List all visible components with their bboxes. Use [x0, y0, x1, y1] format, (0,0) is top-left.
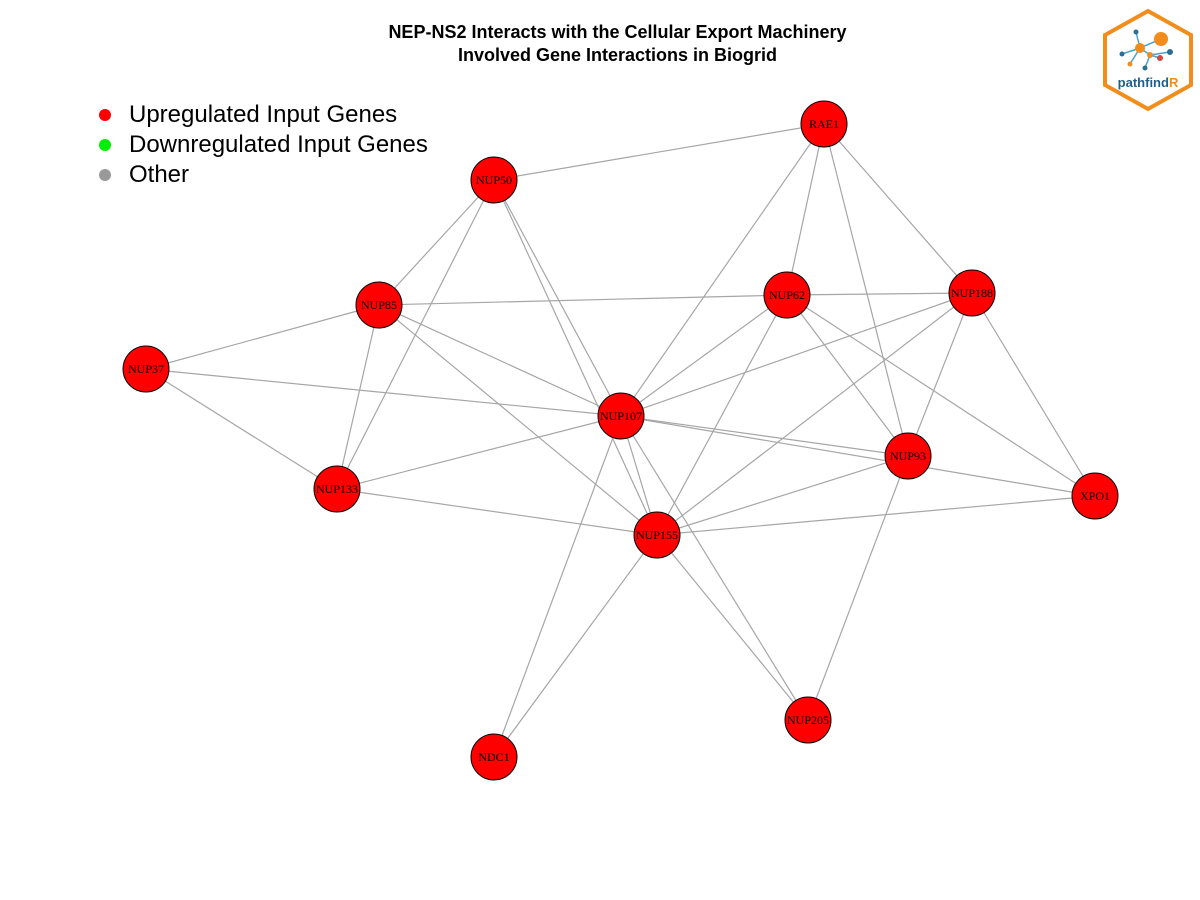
edge-nup107-nup133 [336, 415, 622, 490]
node-label-xpo1: XPO1 [1080, 489, 1110, 503]
edge-rae1-nup188 [823, 123, 973, 294]
node-ndc1: NDC1 [470, 733, 518, 781]
edge-nup62-nup107 [620, 294, 788, 417]
node-nup107: NUP107 [597, 392, 645, 440]
edge-nup62-xpo1 [786, 294, 1096, 497]
legend-dot-other [99, 169, 111, 181]
legend-item-other: Other [96, 160, 428, 190]
pathfindr-logo: pathfindR [1103, 8, 1193, 112]
edge-nup188-nup93 [907, 292, 973, 457]
edge-nup85-nup62 [378, 294, 788, 306]
legend-dot-downregulated [99, 139, 111, 151]
edge-rae1-nup107 [620, 123, 825, 417]
legend-label-other: Other [129, 161, 190, 188]
node-circle-rae1 [800, 100, 848, 148]
node-circle-nup155 [633, 511, 681, 559]
node-nup85: NUP85 [355, 281, 403, 329]
edge-nup107-nup205 [620, 415, 809, 721]
node-label-nup133: NUP133 [316, 482, 358, 496]
edge-nup107-xpo1 [620, 415, 1096, 497]
node-layer: RAE1 NUP50 NUP85 NUP62 NUP188 NUP37 NUP107 NUP9… [122, 100, 1119, 781]
node-circle-xpo1 [1071, 472, 1119, 520]
edge-rae1-nup50 [493, 123, 825, 181]
edge-nup107-nup93 [620, 415, 909, 457]
node-label-nup85: NUP85 [361, 298, 397, 312]
legend-item-upregulated: Upregulated Input Genes [96, 100, 428, 130]
legend: Upregulated Input Genes Downregulated In… [96, 100, 428, 190]
edge-nup107-ndc1 [493, 415, 622, 758]
edge-nup50-nup155 [493, 179, 658, 536]
node-label-nup205: NUP205 [787, 713, 829, 727]
node-circle-ndc1 [470, 733, 518, 781]
node-label-nup37: NUP37 [128, 362, 164, 376]
node-label-ndc1: NDC1 [478, 750, 509, 764]
node-circle-nup85 [355, 281, 403, 329]
node-circle-nup93 [884, 432, 932, 480]
edge-nup50-nup85 [378, 179, 495, 306]
node-circle-nup107 [597, 392, 645, 440]
node-circle-nup133 [313, 465, 361, 513]
node-label-nup155: NUP155 [636, 528, 678, 542]
edge-nup155-ndc1 [493, 534, 658, 758]
node-label-nup93: NUP93 [890, 449, 926, 463]
node-label-nup188: NUP188 [951, 286, 993, 300]
node-rae1: RAE1 [800, 100, 848, 148]
node-circle-nup188 [948, 269, 996, 317]
chart-title: NEP-NS2 Interacts with the Cellular Expo… [388, 22, 847, 42]
node-nup205: NUP205 [784, 696, 832, 744]
node-label-rae1: RAE1 [809, 117, 839, 131]
edge-nup85-nup133 [336, 304, 380, 490]
edge-nup85-nup155 [378, 304, 658, 536]
edge-nup188-nup107 [620, 292, 973, 417]
edge-nup37-nup133 [145, 368, 338, 490]
edge-nup85-nup37 [145, 304, 380, 370]
node-circle-nup50 [470, 156, 518, 204]
legend-label-upregulated: Upregulated Input Genes [129, 101, 398, 128]
edge-nup188-nup155 [656, 292, 973, 536]
node-circle-nup62 [763, 271, 811, 319]
logo-text: pathfindR [1118, 75, 1179, 90]
node-circle-nup37 [122, 345, 170, 393]
node-nup133: NUP133 [313, 465, 361, 513]
edge-nup62-nup155 [656, 294, 788, 536]
node-xpo1: XPO1 [1071, 472, 1119, 520]
edge-rae1-nup93 [823, 123, 909, 457]
chart-subtitle: Involved Gene Interactions in Biogrid [457, 45, 778, 65]
node-circle-nup205 [784, 696, 832, 744]
edge-nup62-nup93 [786, 294, 909, 457]
edge-layer [145, 123, 1096, 758]
node-label-nup107: NUP107 [600, 409, 642, 423]
edge-nup37-nup107 [145, 368, 622, 417]
node-nup155: NUP155 [633, 511, 681, 559]
edge-nup50-nup107 [493, 179, 622, 417]
legend-item-downregulated: Downregulated Input Genes [96, 130, 428, 160]
logo-network-icon [1119, 29, 1173, 71]
node-label-nup62: NUP62 [769, 288, 805, 302]
edge-nup188-xpo1 [971, 292, 1096, 497]
node-nup93: NUP93 [884, 432, 932, 480]
node-label-nup50: NUP50 [476, 173, 512, 187]
node-nup62: NUP62 [763, 271, 811, 319]
legend-dot-upregulated [99, 109, 111, 121]
edge-nup93-nup155 [656, 455, 909, 536]
edge-nup62-nup188 [786, 292, 973, 296]
edge-nup155-xpo1 [656, 495, 1096, 536]
node-nup50: NUP50 [470, 156, 518, 204]
edge-nup133-nup155 [336, 488, 658, 536]
node-nup37: NUP37 [122, 345, 170, 393]
edge-rae1-nup62 [786, 123, 825, 296]
node-nup188: NUP188 [948, 269, 996, 317]
edge-nup155-nup205 [656, 534, 809, 721]
legend-label-downregulated: Downregulated Input Genes [129, 131, 428, 158]
edge-nup93-nup205 [807, 455, 909, 721]
edge-nup85-nup107 [378, 304, 622, 417]
